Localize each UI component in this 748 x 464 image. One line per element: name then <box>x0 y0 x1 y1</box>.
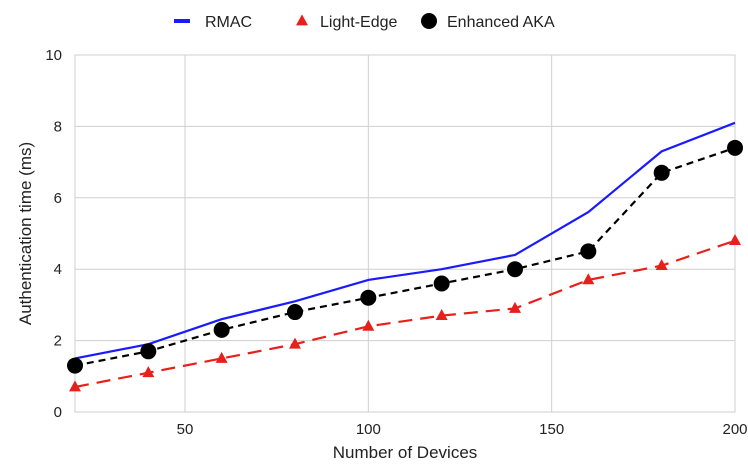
legend-swatch-enhanced-aka <box>421 13 437 29</box>
point-enhanced-aka-20 <box>67 357 83 374</box>
point-light-edge-40 <box>142 366 155 378</box>
x-axis-title: Number of Devices <box>333 443 478 462</box>
y-tick-label-4: 4 <box>54 261 62 278</box>
point-enhanced-aka-40 <box>140 343 157 360</box>
legend-item-light-edge: Light-Edge <box>296 14 397 31</box>
series-line-light-edge <box>74 239 736 389</box>
plot-frame <box>74 54 736 413</box>
point-enhanced-aka-120 <box>433 275 450 292</box>
series-enhanced-aka <box>67 139 743 374</box>
series-line-enhanced-aka <box>74 146 736 367</box>
point-light-edge-60 <box>215 351 228 363</box>
point-light-edge-20 <box>69 380 81 392</box>
y-tick-label-6: 6 <box>54 190 62 207</box>
point-light-edge-140 <box>509 301 521 313</box>
point-light-edge-80 <box>289 337 301 349</box>
x-tick-label-50: 50 <box>177 421 194 438</box>
point-light-edge-100 <box>362 319 375 331</box>
point-light-edge-200 <box>729 234 741 246</box>
point-enhanced-aka-180 <box>653 164 670 181</box>
grid <box>74 54 736 413</box>
legend-swatch-rmac <box>174 19 190 23</box>
legend-label-rmac: RMAC <box>205 14 252 31</box>
point-light-edge-180 <box>655 259 668 271</box>
legend-label-light-edge: Light-Edge <box>320 14 397 31</box>
legend: RMAC Light-Edge Enhanced AKA <box>174 13 555 31</box>
y-tick-label-2: 2 <box>54 333 62 350</box>
series-line-rmac <box>74 121 736 360</box>
x-tick-label-200: 200 <box>722 421 747 438</box>
legend-item-rmac: RMAC <box>174 14 252 31</box>
series-light-edge <box>69 234 741 392</box>
y-axis-title: Authentication time (ms) <box>16 142 35 325</box>
point-light-edge-120 <box>435 309 448 321</box>
series-layer <box>67 121 743 392</box>
point-enhanced-aka-80 <box>287 304 303 321</box>
point-enhanced-aka-60 <box>213 321 230 338</box>
y-tick-label-8: 8 <box>54 118 62 135</box>
point-light-edge-160 <box>582 273 595 285</box>
x-tick-label-100: 100 <box>356 421 381 438</box>
legend-label-enhanced-aka: Enhanced AKA <box>447 14 555 31</box>
series-rmac <box>74 121 736 360</box>
y-tick-label-10: 10 <box>45 47 62 64</box>
point-enhanced-aka-160 <box>580 243 597 260</box>
point-enhanced-aka-100 <box>360 289 377 306</box>
y-axis-ticks: 0 2 4 6 8 10 <box>45 47 62 421</box>
point-enhanced-aka-200 <box>727 139 743 156</box>
point-enhanced-aka-140 <box>507 261 523 278</box>
x-axis-ticks: 50 100 150 200 <box>177 421 748 438</box>
legend-swatch-light-edge <box>296 14 308 26</box>
legend-item-enhanced-aka: Enhanced AKA <box>421 13 555 31</box>
x-tick-label-150: 150 <box>539 421 564 438</box>
y-tick-label-0: 0 <box>54 404 62 421</box>
